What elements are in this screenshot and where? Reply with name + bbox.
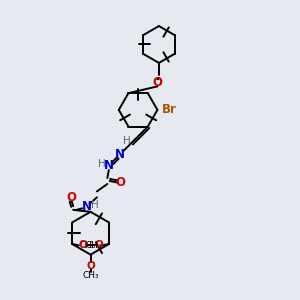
Text: O: O <box>152 76 162 89</box>
Text: CH₃: CH₃ <box>79 241 96 250</box>
Text: N: N <box>82 200 92 213</box>
Text: H: H <box>123 136 131 146</box>
Text: O: O <box>116 176 126 189</box>
Text: N: N <box>104 159 114 172</box>
Text: CH₃: CH₃ <box>82 271 99 280</box>
Text: Br: Br <box>162 103 177 116</box>
Text: H: H <box>98 159 105 169</box>
Text: CH₃: CH₃ <box>85 241 102 250</box>
Text: O: O <box>86 261 95 271</box>
Text: O: O <box>78 240 87 250</box>
Text: H: H <box>91 200 99 210</box>
Text: O: O <box>94 240 103 250</box>
Text: N: N <box>115 148 125 161</box>
Text: O: O <box>67 191 77 204</box>
